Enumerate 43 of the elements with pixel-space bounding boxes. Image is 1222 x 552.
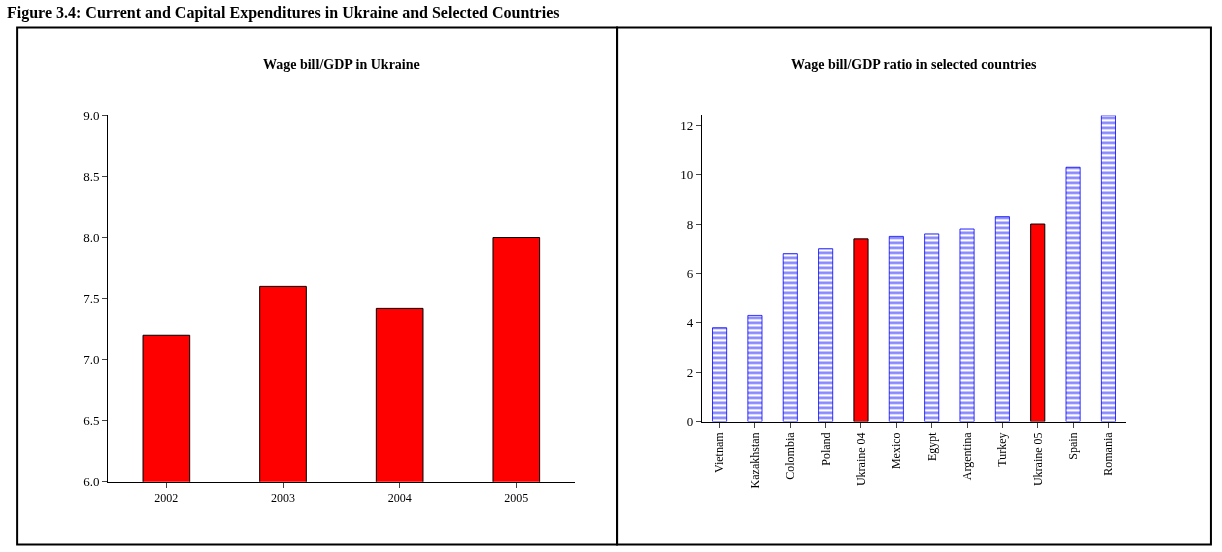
bar [994, 216, 1010, 422]
bar [818, 248, 834, 422]
y-tick-label: 8.0 [83, 230, 100, 246]
x-tick-label: 2004 [387, 491, 412, 506]
bar [782, 253, 798, 422]
x-tick-label: Egypt [924, 431, 939, 462]
bar [1065, 166, 1081, 422]
y-tick-label: 8 [686, 216, 694, 232]
x-tick-label: Ukraine 04 [853, 432, 868, 487]
y-tick-label: 4 [686, 315, 694, 331]
bar [888, 235, 904, 422]
x-tick-label: Poland [818, 432, 833, 466]
y-tick-label: 6.0 [83, 474, 100, 490]
bar [1100, 115, 1116, 422]
x-tick-label: 2003 [271, 491, 295, 506]
y-tick-label: 10 [680, 167, 694, 183]
bar [747, 315, 763, 422]
y-tick-label: 7.5 [83, 291, 100, 307]
x-tick-label: 2005 [504, 491, 529, 506]
bar [959, 228, 975, 422]
x-tick-label: Romania [1101, 431, 1116, 476]
bar [924, 233, 940, 422]
y-tick-label: 6 [686, 265, 694, 281]
x-tick-label: 2002 [154, 491, 179, 506]
y-tick-label: 8.5 [83, 169, 100, 185]
y-tick-label: 7.0 [83, 352, 100, 368]
bar [712, 327, 728, 422]
x-tick-label: Colombia [783, 431, 798, 480]
y-tick-label: 12 [680, 117, 694, 133]
chart-title: Wage bill/GDP ratio in selected countries [791, 57, 1037, 72]
y-tick-label: 2 [686, 364, 694, 380]
x-tick-label: Kazakhstan [747, 432, 762, 489]
x-tick-label: Spain [1065, 432, 1080, 460]
x-tick-label: Turkey [995, 432, 1010, 467]
y-tick-label: 9.0 [83, 107, 100, 123]
x-tick-label: Ukraine 05 [1030, 432, 1045, 487]
x-tick-label: Argentina [959, 431, 974, 481]
y-tick-label: 6.5 [83, 413, 100, 429]
chart-title: Wage bill/GDP in Ukraine [263, 57, 420, 72]
x-tick-label: Vietnam [712, 431, 727, 474]
y-tick-label: 0 [686, 414, 694, 430]
x-tick-label: Mexico [889, 432, 904, 470]
caption: Figure 3.4: Current and Capital Expenditures in Ukraine and Selected Countries [7, 4, 560, 22]
